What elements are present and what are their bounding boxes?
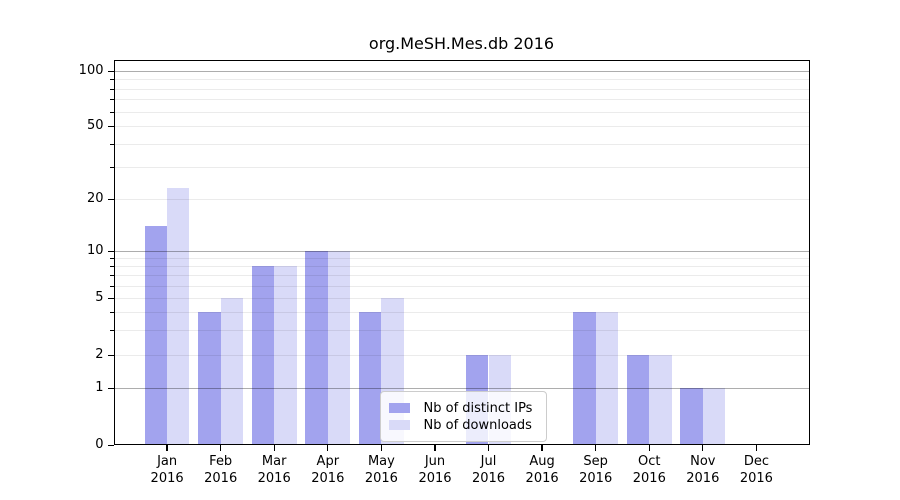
gridline	[113, 199, 810, 200]
y-tick	[107, 250, 114, 253]
gridline-minor	[113, 329, 810, 331]
bar-distinct-ips	[144, 225, 168, 445]
y-tick	[107, 444, 114, 447]
chart-title: org.MeSH.Mes.db 2016	[368, 34, 555, 53]
y-tick	[107, 387, 114, 390]
y-tick-label: 50	[86, 118, 104, 133]
legend-swatch-distinct-ips	[388, 403, 410, 413]
y-minor-tick	[110, 258, 114, 260]
x-tick-label: Nov 2016	[686, 454, 720, 486]
x-tick-label: Apr 2016	[311, 454, 345, 486]
bar-distinct-ips	[359, 311, 382, 445]
y-tick-label: 100	[78, 63, 104, 78]
legend-label-downloads: Nb of downloads	[423, 417, 532, 433]
gridline-minor	[113, 166, 810, 168]
gridline	[113, 251, 810, 253]
gridline	[113, 298, 810, 299]
x-tick-label: Dec 2016	[739, 454, 773, 486]
legend-entry-distinct-ips: Nb of distinct IPs	[388, 400, 537, 416]
bar-downloads	[649, 355, 672, 445]
x-tick	[595, 445, 597, 451]
legend-label-distinct-ips: Nb of distinct IPs	[423, 400, 533, 416]
bar-distinct-ips	[251, 266, 275, 445]
x-tick	[327, 445, 329, 451]
plot-area: 100 50 20 10 5 2 1 0 Jan 2016 Feb 2016 Mar 2016 Apr 20…	[79, 60, 810, 486]
gridline	[113, 126, 810, 127]
x-tick	[273, 445, 275, 451]
x-tick-label: May 2016	[364, 454, 398, 486]
x-tick-label: Feb 2016	[204, 454, 238, 486]
x-tick	[541, 445, 543, 451]
x-tick-label: Jul 2016	[471, 454, 506, 486]
bar-downloads	[220, 298, 244, 445]
y-tick-label: 0	[95, 437, 104, 452]
x-tick-label: Oct 2016	[632, 454, 666, 486]
gridline-minor	[113, 99, 810, 101]
y-minor-tick	[110, 99, 114, 101]
x-tick-label: Aug 2016	[525, 454, 559, 486]
y-tick-label: 20	[86, 191, 104, 206]
y-tick-label: 1	[95, 380, 104, 395]
x-tick	[220, 445, 222, 451]
x-tick-label: Jun 2016	[418, 454, 452, 486]
y-minor-tick	[110, 88, 114, 90]
y-minor-tick	[110, 111, 114, 113]
bar-downloads	[327, 251, 351, 445]
gridline-minor	[113, 311, 810, 313]
gridline-minor	[113, 79, 810, 81]
y-tick	[107, 70, 114, 73]
gridline-minor	[113, 258, 810, 260]
bar-downloads	[167, 187, 190, 445]
y-minor-tick	[110, 311, 114, 313]
y-minor-tick	[110, 275, 114, 277]
y-minor-tick	[110, 329, 114, 331]
gridline	[113, 355, 810, 356]
x-tick-label: Sep 2016	[579, 454, 613, 486]
legend-entry-downloads: Nb of downloads	[388, 417, 537, 433]
x-tick	[380, 445, 383, 451]
x-tick	[166, 445, 168, 451]
x-tick-label: Mar 2016	[257, 454, 291, 486]
gridline	[113, 388, 810, 390]
x-tick	[702, 445, 704, 451]
gridline-minor	[113, 88, 810, 90]
y-tick-label: 10	[86, 243, 104, 258]
legend: Nb of distinct IPs Nb of downloads	[379, 391, 547, 442]
y-minor-tick	[110, 285, 114, 287]
y-minor-tick	[110, 166, 114, 168]
bar-downloads	[595, 311, 619, 445]
y-tick	[107, 198, 114, 201]
y-tick	[107, 125, 114, 128]
x-tick	[487, 445, 490, 451]
y-tick	[107, 354, 114, 357]
gridline-minor	[113, 275, 810, 277]
bar-distinct-ips	[305, 251, 328, 445]
y-minor-tick	[110, 143, 114, 145]
x-tick	[434, 445, 436, 451]
gridline-minor	[113, 143, 810, 145]
y-tick	[107, 297, 114, 300]
bar-downloads	[274, 266, 297, 445]
y-tick-label: 2	[95, 347, 104, 362]
legend-swatch-downloads	[388, 420, 410, 430]
gridline-minor	[113, 266, 810, 268]
y-minor-tick	[110, 266, 114, 268]
x-tick	[648, 445, 650, 451]
gridline	[113, 71, 810, 73]
gridline-minor	[113, 285, 810, 287]
y-minor-tick	[110, 79, 114, 81]
bar-distinct-ips	[573, 311, 596, 445]
bar-distinct-ips	[626, 355, 650, 445]
bar-distinct-ips	[680, 388, 703, 445]
x-tick-label: Jan 2016	[150, 454, 184, 486]
bar-distinct-ips	[198, 311, 221, 445]
x-tick	[755, 445, 758, 451]
bar-downloads	[702, 388, 726, 445]
y-tick-label: 5	[95, 290, 104, 305]
gridline-minor	[113, 111, 810, 113]
